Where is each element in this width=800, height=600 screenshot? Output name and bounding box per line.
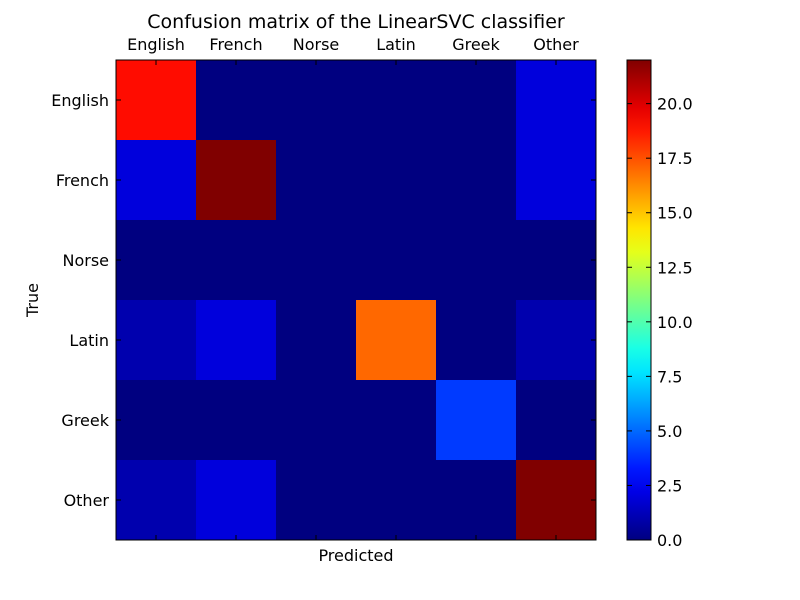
x-tick-label: Latin [376,35,416,54]
colorbar-tick-label: 15.0 [657,204,693,223]
heatmap-cell-french-french [196,140,277,221]
heatmap-cell-latin-french [196,300,277,381]
heatmap-cell-latin-english [116,300,197,381]
heatmap-cell-norse-french [196,220,277,301]
colorbar-tick-label: 20.0 [657,95,693,114]
x-tick-label: English [127,35,185,54]
heatmap-cell-other-latin [356,460,437,541]
colorbar-tick-label: 10.0 [657,313,693,332]
y-tick-label: Latin [69,331,109,350]
heatmap-cell-english-latin [356,60,437,141]
heatmap-cell-french-latin [356,140,437,221]
heatmap-cell-english-greek [436,60,517,141]
heatmap-cell-greek-latin [356,380,437,461]
heatmap-cell-greek-norse [276,380,357,461]
heatmap-cell-norse-latin [356,220,437,301]
heatmap-cell-english-french [196,60,277,141]
heatmap-cell-latin-other [516,300,597,381]
heatmap-cell-french-other [516,140,597,221]
y-tick-label: Greek [61,411,109,430]
y-tick-label: English [51,91,109,110]
heatmap-cell-latin-norse [276,300,357,381]
x-axis-label: Predicted [318,546,393,565]
colorbar-tick-label: 2.5 [657,476,682,495]
heatmap-cell-french-norse [276,140,357,221]
x-tick-label: Other [533,35,579,54]
heatmap-cell-other-french [196,460,277,541]
colorbar-tick-label: 5.0 [657,422,682,441]
heatmap-cell-other-greek [436,460,517,541]
heatmap-cell-greek-other [516,380,597,461]
heatmap-cells [116,60,597,541]
heatmap-cell-other-other [516,460,597,541]
y-tick-labels: English French Norse Latin Greek Other [51,91,596,510]
heatmap-cell-norse-other [516,220,597,301]
x-tick-labels: English French Norse Latin Greek Other [127,35,579,540]
colorbar-tick-label: 0.0 [657,531,682,550]
x-tick-label: French [209,35,262,54]
heatmap-cell-english-other [516,60,597,141]
y-tick-label: Other [64,491,110,510]
heatmap-cell-greek-english [116,380,197,461]
heatmap-cell-greek-greek [436,380,517,461]
colorbar-tick-label: 7.5 [657,367,682,386]
heatmap-cell-latin-latin [356,300,437,381]
plot-frame [115,59,597,541]
heatmap-cell-french-english [116,140,197,221]
heatmap-cell-other-norse [276,460,357,541]
heatmap-cell-latin-greek [436,300,517,381]
heatmap-cell-english-norse [276,60,357,141]
chart-title: Confusion matrix of the LinearSVC classi… [147,11,565,33]
heatmap-cell-norse-greek [436,220,517,301]
y-tick-label: Norse [62,251,109,270]
heatmap-cell-english-english [116,60,197,141]
heatmap-cell-french-greek [436,140,517,221]
colorbar-tick-label: 12.5 [657,258,693,277]
heatmap-cell-other-english [116,460,197,541]
colorbar-ticks: 0.0 2.5 5.0 7.5 10.0 12.5 15.0 17.5 20.0 [627,95,693,550]
heatmap-cell-norse-norse [276,220,357,301]
heatmap-cell-greek-french [196,380,277,461]
y-axis-label: True [23,283,42,318]
colorbar-frame [626,59,652,541]
heatmap-cell-norse-english [116,220,197,301]
colorbar-tick-label: 17.5 [657,149,693,168]
x-tick-label: Greek [452,35,500,54]
x-tick-label: Norse [293,35,340,54]
y-tick-label: French [56,171,109,190]
colorbar [627,60,651,540]
